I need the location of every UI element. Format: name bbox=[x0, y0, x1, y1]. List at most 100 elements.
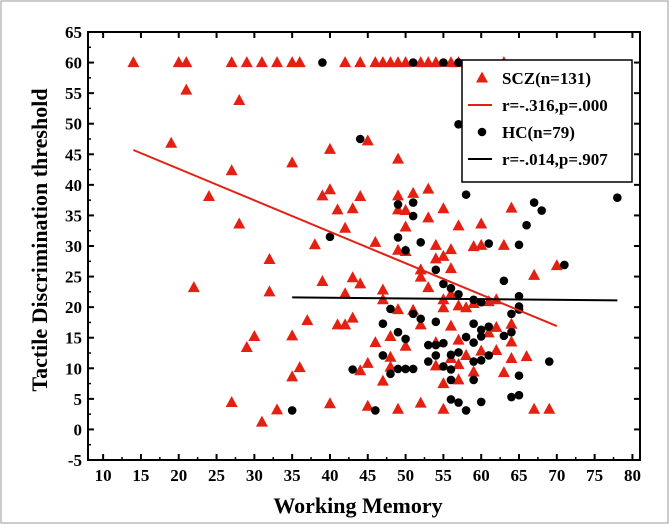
legend-scz-symbol bbox=[476, 71, 488, 83]
hc-point bbox=[476, 332, 486, 341]
scz-point bbox=[392, 56, 405, 68]
scz-point bbox=[225, 56, 238, 68]
hc-point bbox=[386, 369, 395, 379]
scz-point bbox=[452, 373, 465, 385]
hc-point bbox=[378, 319, 388, 328]
hc-point bbox=[514, 371, 524, 380]
scz-point bbox=[429, 56, 442, 68]
scz-point bbox=[354, 189, 367, 201]
scz-point bbox=[384, 56, 397, 68]
scz-point bbox=[187, 281, 200, 293]
scz-point bbox=[467, 365, 480, 377]
scz-point bbox=[452, 333, 465, 345]
x-tick-label: 75 bbox=[586, 466, 603, 485]
hc-point bbox=[446, 283, 456, 293]
x-tick-label: 60 bbox=[473, 466, 490, 485]
hc-point bbox=[439, 362, 448, 371]
hc-point bbox=[537, 206, 546, 215]
y-tick-label: 40 bbox=[65, 176, 82, 195]
scz-point bbox=[271, 403, 284, 415]
hc-point bbox=[393, 233, 403, 242]
x-tick-label: 40 bbox=[321, 466, 338, 485]
hc-point bbox=[408, 364, 418, 374]
hc-point bbox=[446, 375, 456, 385]
y-tick-label: 60 bbox=[65, 54, 82, 73]
scz-point bbox=[202, 189, 215, 201]
scz-point bbox=[354, 364, 367, 376]
hc-point bbox=[431, 351, 441, 360]
scz-point bbox=[399, 339, 412, 351]
hc-point bbox=[469, 319, 478, 328]
scz-point bbox=[520, 350, 533, 362]
x-tick-label: 25 bbox=[208, 466, 225, 485]
x-tick-label: 30 bbox=[246, 466, 263, 485]
hc-point bbox=[439, 58, 448, 67]
scz-point bbox=[346, 311, 359, 323]
scz-point bbox=[475, 238, 488, 250]
hc-point bbox=[386, 304, 395, 314]
legend: SCZ(n=131) r=-.316,p=.000 HC(n=79) r=-.014,… bbox=[461, 59, 633, 183]
scz-point bbox=[180, 56, 193, 68]
scz-point bbox=[339, 56, 352, 68]
hc-point bbox=[461, 406, 471, 415]
x-tick-label: 70 bbox=[548, 466, 565, 485]
scz-point bbox=[240, 56, 253, 68]
x-tick-label: 65 bbox=[511, 466, 528, 485]
scz-point bbox=[505, 352, 518, 364]
y-tick-label: 0 bbox=[74, 420, 83, 439]
x-tick-label: 55 bbox=[435, 466, 452, 485]
y-tick-label: 55 bbox=[65, 84, 82, 103]
hc-point bbox=[461, 190, 471, 199]
scz-point bbox=[271, 56, 284, 68]
hc-point bbox=[325, 232, 335, 242]
scz-point bbox=[286, 370, 299, 382]
hc-point bbox=[469, 338, 478, 347]
scz-point bbox=[316, 189, 329, 201]
hc-point bbox=[446, 395, 456, 404]
scz-point bbox=[392, 402, 405, 414]
scz-point bbox=[346, 271, 359, 283]
hc-point bbox=[484, 322, 494, 332]
scz-point bbox=[490, 344, 503, 356]
y-tick-label: 25 bbox=[65, 268, 82, 287]
hc-point bbox=[484, 239, 494, 248]
scz-point bbox=[437, 402, 450, 414]
scz-point bbox=[255, 56, 268, 68]
scz-point bbox=[452, 219, 465, 231]
scz-point bbox=[339, 221, 352, 233]
scz-point bbox=[180, 83, 193, 95]
legend-hc-symbol bbox=[477, 127, 487, 137]
scz-point bbox=[414, 56, 427, 68]
scz-point bbox=[550, 259, 563, 271]
scz-point bbox=[392, 189, 405, 201]
y-tick-label: 45 bbox=[65, 145, 82, 164]
scz-point bbox=[452, 299, 465, 311]
scz-point bbox=[452, 358, 465, 370]
hc-point bbox=[401, 364, 410, 374]
hc-point bbox=[454, 398, 463, 407]
scz-point bbox=[422, 56, 435, 68]
scz-point bbox=[339, 318, 352, 330]
hc-point bbox=[416, 314, 426, 324]
hc-point bbox=[446, 350, 456, 360]
scz-point bbox=[384, 350, 397, 362]
scz-point bbox=[354, 277, 367, 289]
y-tick-label: 35 bbox=[65, 206, 82, 225]
hc-point bbox=[544, 357, 554, 366]
scz-point bbox=[225, 396, 238, 408]
hc-point bbox=[469, 357, 478, 366]
hc-point bbox=[613, 193, 622, 202]
hc-point bbox=[439, 338, 448, 348]
scz-point bbox=[339, 287, 352, 299]
scz-point bbox=[361, 134, 374, 146]
hc-point bbox=[401, 334, 410, 344]
hc-point bbox=[408, 309, 418, 319]
hc-point bbox=[423, 340, 433, 350]
scz-point bbox=[399, 220, 412, 232]
hc-point bbox=[431, 265, 441, 275]
hc-point bbox=[287, 406, 297, 415]
scz-point bbox=[323, 183, 336, 195]
scz-point bbox=[392, 203, 405, 215]
hc-point bbox=[507, 392, 516, 402]
